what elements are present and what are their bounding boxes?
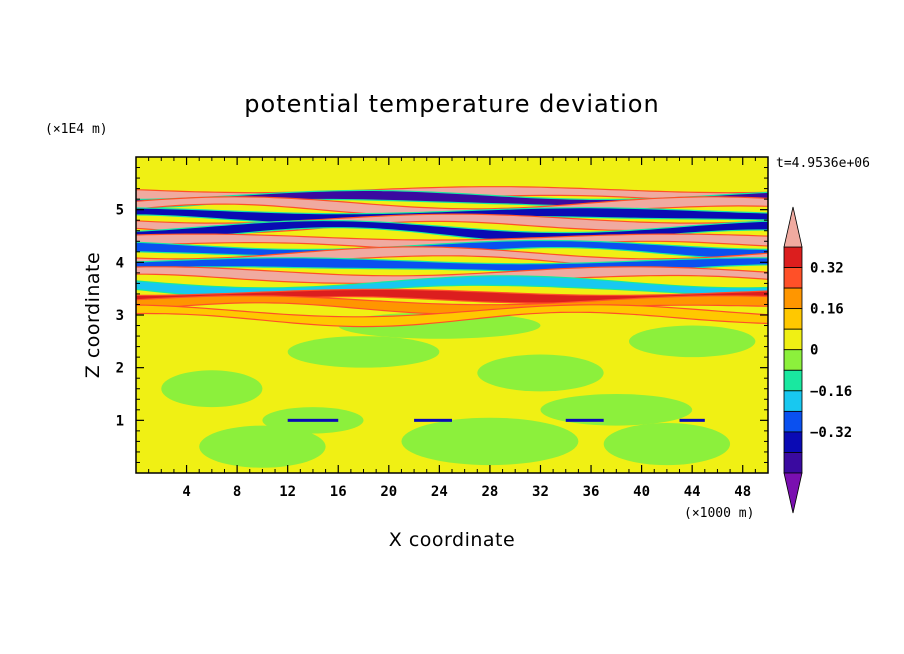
- x-tick-label: 12: [279, 484, 296, 500]
- weak-negative-region: [540, 394, 693, 426]
- contour-band: [136, 234, 768, 250]
- colorbar-swatch: [783, 246, 803, 268]
- weak-negative-region: [199, 425, 326, 468]
- disturbance-line: [414, 418, 452, 422]
- contour-band-edge: [136, 304, 768, 328]
- disturbance-line: [565, 418, 604, 422]
- x-tick-label: 16: [330, 484, 347, 500]
- colorbar: 0.32 0.16 0 −0.16 −0.32: [783, 206, 852, 514]
- y-tick-label: 5: [116, 203, 124, 219]
- time-label: t=4.9536e+06: [776, 156, 870, 171]
- colorbar-swatch: [783, 431, 803, 453]
- colorbar-tick-label: −0.16: [810, 384, 852, 400]
- colorbar-swatch: [783, 410, 803, 433]
- colorbar-swatch: [783, 390, 803, 412]
- weak-negative-region: [287, 336, 440, 368]
- x-tick-label: 28: [481, 484, 498, 500]
- x-tick-label: 44: [684, 484, 701, 500]
- colorbar-swatch: [783, 349, 803, 371]
- weak-negative-region: [628, 325, 756, 358]
- weak-negative-region: [401, 417, 579, 466]
- y-tick-label: 4: [116, 255, 124, 271]
- x-tick-label: 48: [734, 484, 751, 500]
- x-tick-label: 24: [431, 484, 448, 500]
- contour-band-edge: [136, 257, 768, 273]
- colorbar-swatch: [783, 308, 803, 330]
- colorbar-swatch: [783, 267, 803, 289]
- y-axis: 1 2 3 4 5: [116, 167, 768, 463]
- colorbar-tick-label: 0.16: [810, 302, 844, 318]
- contour-band-edge: [136, 189, 768, 210]
- contour-field: [136, 157, 768, 473]
- contour-band-edge: [136, 196, 768, 217]
- x-tick-label: 4: [182, 484, 190, 500]
- x-tick-label: 40: [633, 484, 650, 500]
- x-units-label: (×1000 m): [684, 506, 754, 521]
- y-units-label: (×1E4 m): [45, 122, 108, 137]
- colorbar-upper-arrow: [783, 206, 803, 248]
- y-tick-label: 3: [116, 308, 124, 324]
- disturbance-line: [679, 418, 705, 422]
- contour-band-edge: [136, 295, 768, 315]
- colorbar-tick-label: 0.32: [810, 261, 844, 277]
- colorbar-swatch: [783, 328, 803, 351]
- y-tick-label: 1: [116, 413, 124, 429]
- colorbar-swatch: [783, 452, 803, 474]
- contour-band-edge: [136, 233, 768, 251]
- colorbar-lower-arrow: [783, 472, 803, 514]
- x-tick-label: 8: [233, 484, 241, 500]
- x-tick-label: 32: [532, 484, 549, 500]
- x-tick-label: 36: [583, 484, 600, 500]
- weak-negative-region: [161, 370, 263, 408]
- weak-negative-region: [603, 422, 731, 466]
- disturbance-line: [287, 418, 339, 422]
- colorbar-swatch: [783, 369, 803, 392]
- weak-negative-region: [477, 354, 604, 392]
- y-axis-label: Z coordinate: [82, 252, 104, 378]
- contour-band: [136, 304, 768, 327]
- y-tick-label: 2: [116, 361, 124, 377]
- x-axis: 4 8 12 16 20 24 28 32 36 40 44 48: [148, 157, 756, 500]
- colorbar-tick-label: 0: [810, 343, 818, 359]
- chart-title: potential temperature deviation: [244, 90, 659, 118]
- colorbar-swatch: [783, 287, 803, 310]
- x-axis-label: X coordinate: [389, 529, 515, 551]
- contour-band-edge: [136, 288, 768, 306]
- contour-band-edge: [136, 266, 768, 284]
- contour-band-edge: [136, 219, 768, 243]
- x-tick-label: 20: [380, 484, 397, 500]
- colorbar-tick-label: −0.32: [810, 425, 852, 441]
